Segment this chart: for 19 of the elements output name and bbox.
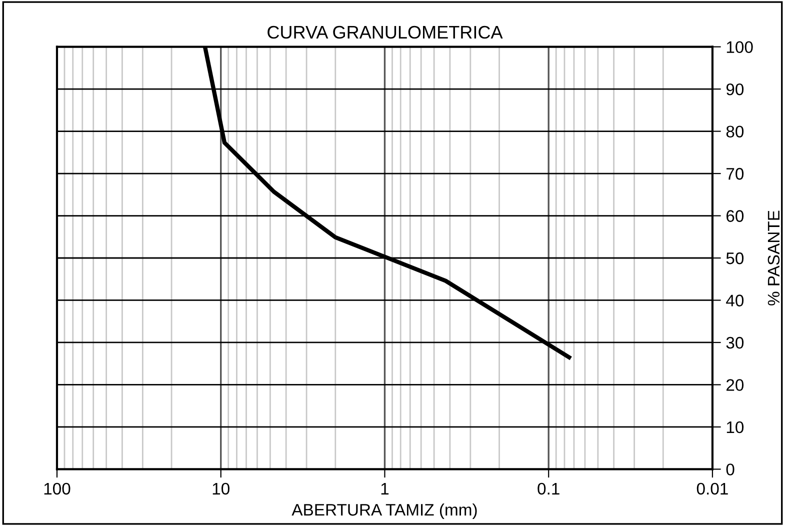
y-tick-label: 30 <box>726 336 744 349</box>
chart-title: CURVA GRANULOMETRICA <box>268 26 503 39</box>
x-tick-label: 1 <box>381 483 389 494</box>
y-tick-label: 20 <box>726 379 744 391</box>
y-tick-label: 80 <box>726 126 744 138</box>
y-tick-label: 100 <box>726 41 753 54</box>
y-tick-label: 10 <box>726 421 744 434</box>
y-tick-label: 60 <box>726 210 744 222</box>
y-tick-label: 0 <box>726 464 734 476</box>
x-tick-label: 100 <box>44 482 70 495</box>
y-axis-title: % PASANTE <box>768 210 780 306</box>
y-tick-label: 40 <box>726 294 744 306</box>
x-tick-label: 10 <box>212 482 230 495</box>
x-tick-label: 0.01 <box>696 482 728 495</box>
y-tick-label: 50 <box>726 252 744 264</box>
x-tick-label: 0.1 <box>538 482 560 495</box>
y-tick-label: 90 <box>726 83 744 96</box>
y-tick-label: 70 <box>726 168 744 180</box>
x-axis-title: ABERTURA TAMIZ (mm) <box>292 503 477 520</box>
